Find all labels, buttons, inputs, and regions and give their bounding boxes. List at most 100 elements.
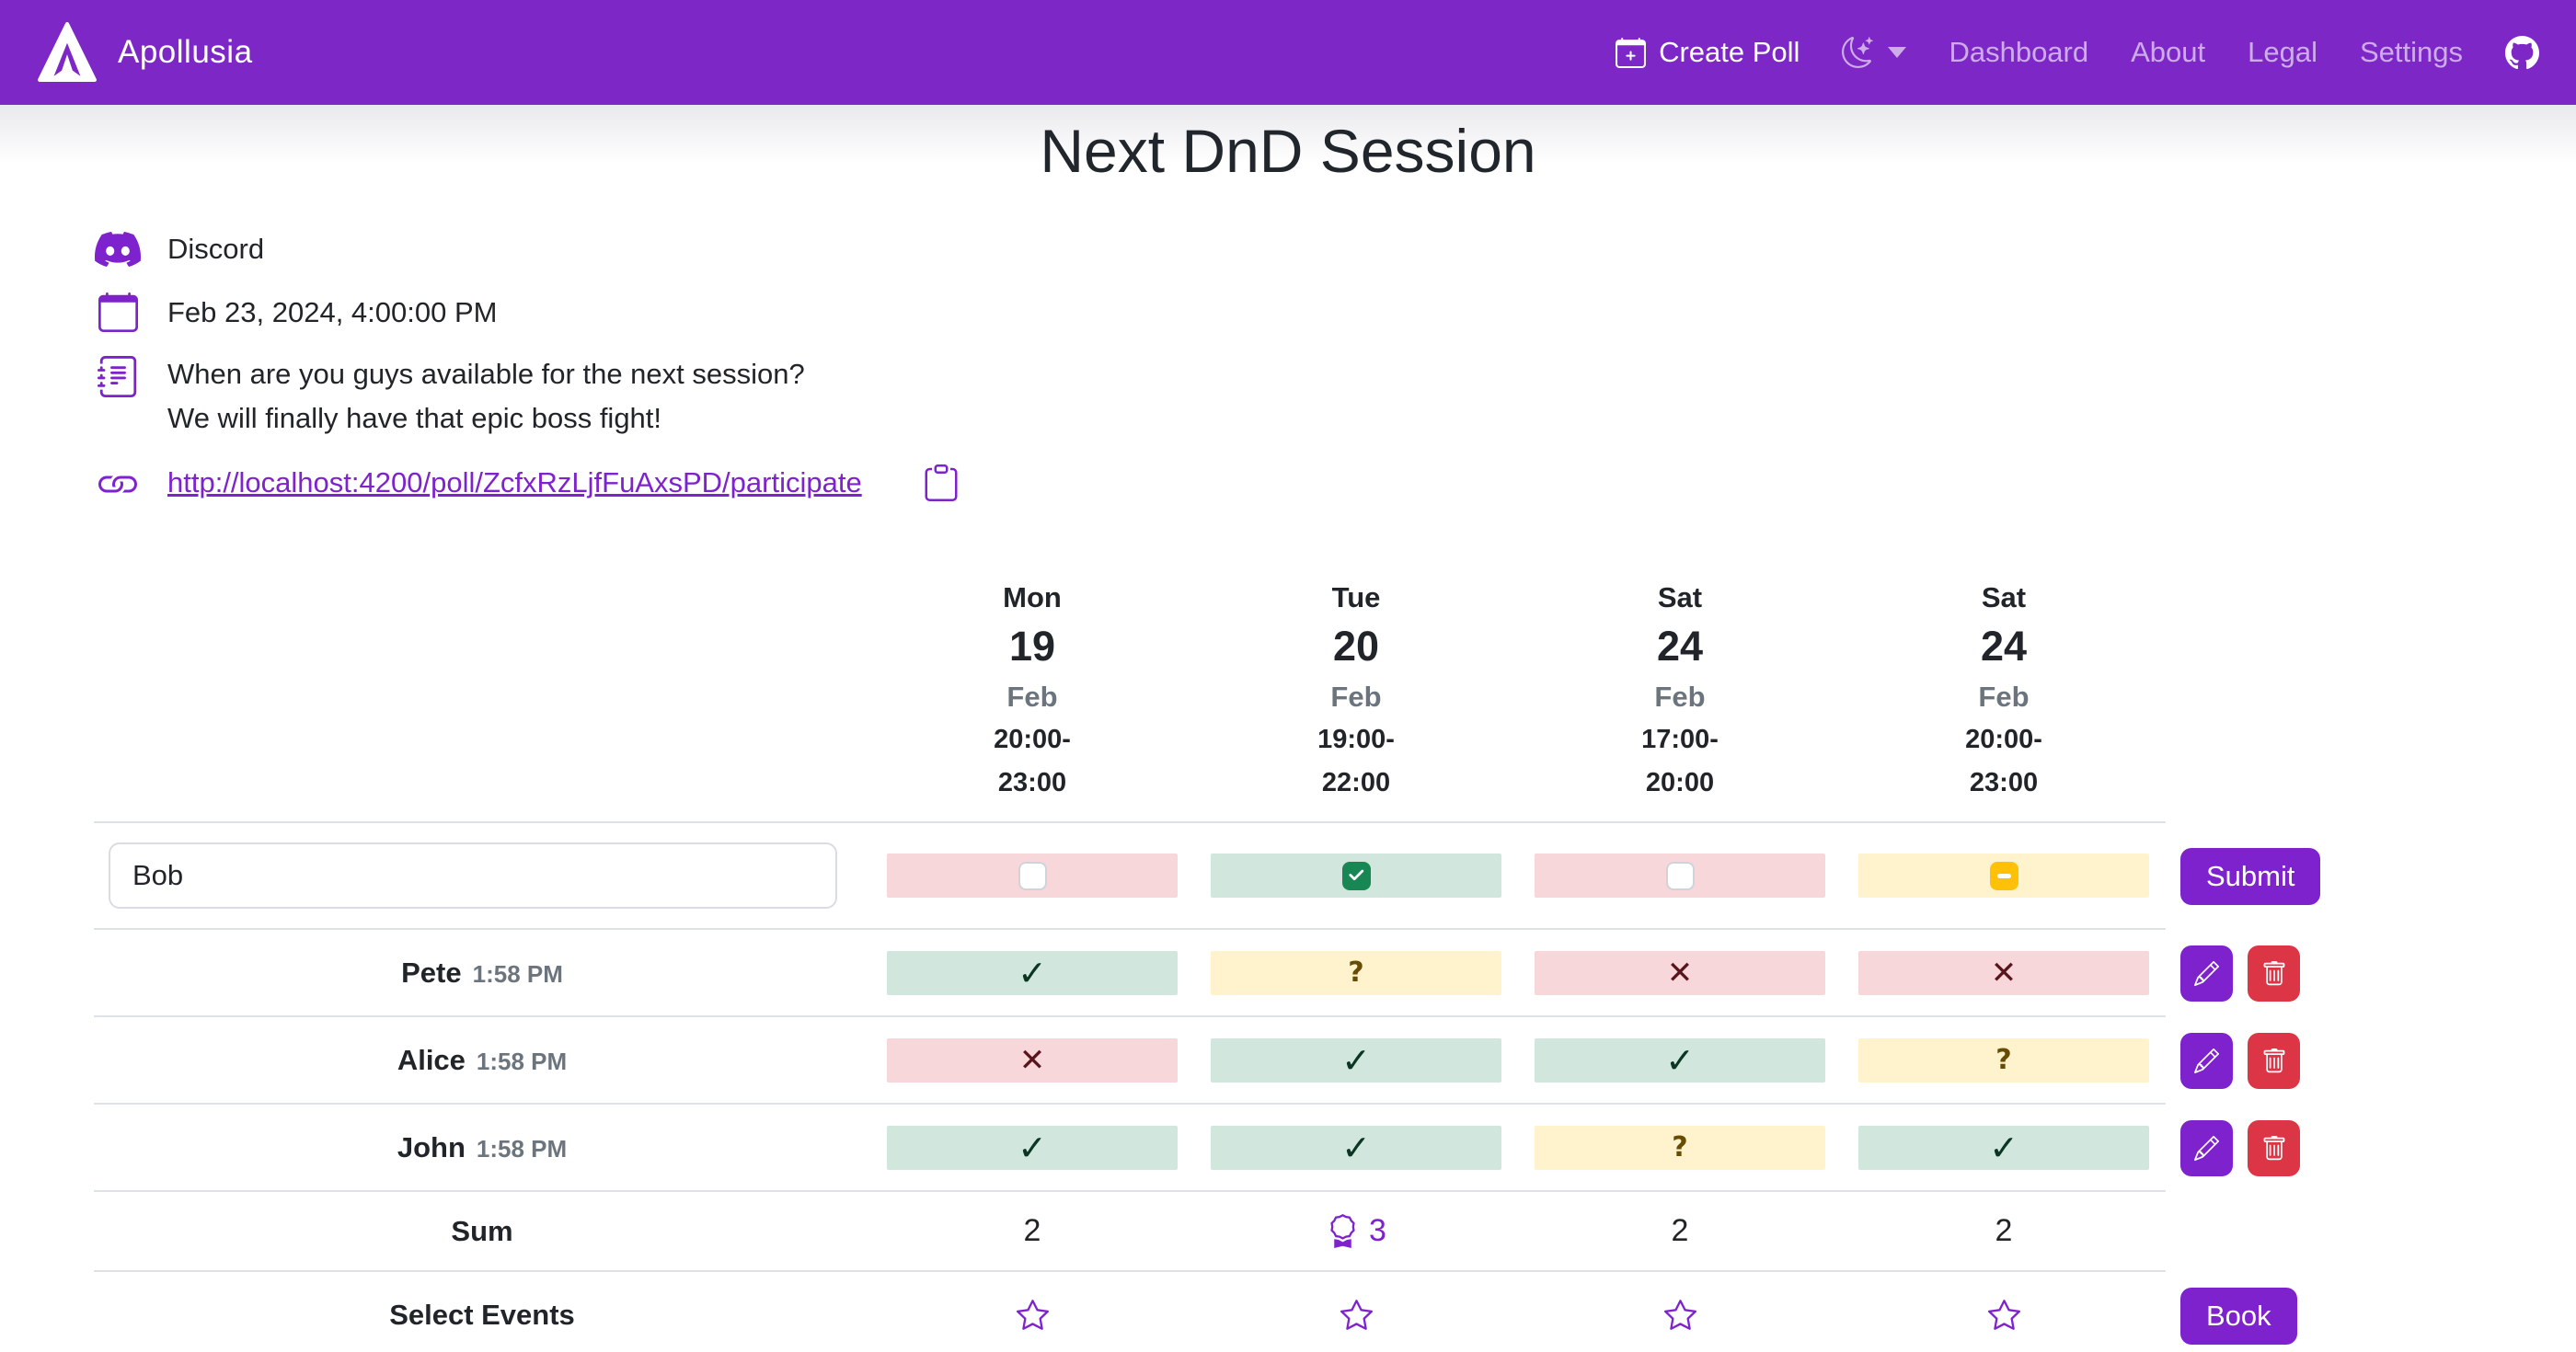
date-header-row: Mon 19 Feb 20:00- 23:00 Tue 20 Feb 19:00- 22:00 Sa… — [94, 558, 2576, 823]
vote-glyph-maybe: ? — [1348, 957, 1364, 989]
nav-dashboard[interactable]: Dashboard — [1949, 36, 2089, 68]
vote-glyph-yes: ✓ — [1341, 1039, 1371, 1081]
nav-legal[interactable]: Legal — [2248, 36, 2317, 68]
participant-row: Alice 1:58 PM ✕ ✓ ✓? — [94, 1017, 2576, 1105]
nav-about[interactable]: About — [2131, 36, 2206, 68]
apollusia-logo-icon — [37, 22, 98, 83]
select-event-star-button[interactable] — [1987, 1299, 2020, 1331]
header-date: 20 — [1332, 623, 1380, 670]
availability-checkbox[interactable] — [1665, 861, 1695, 890]
availability-checkbox[interactable] — [1341, 861, 1371, 890]
header-time-start: 17:00- — [1641, 725, 1719, 754]
header-date: 24 — [1980, 623, 2028, 670]
vote-cell: ✕ — [1858, 950, 2149, 995]
vote-glyph-yes: ✓ — [1665, 1039, 1695, 1081]
star-icon — [1340, 1299, 1373, 1331]
delete-participant-button[interactable] — [2248, 1120, 2300, 1176]
sum-label: Sum — [451, 1214, 513, 1247]
delete-participant-button[interactable] — [2248, 1033, 2300, 1089]
participant-name-cell: John 1:58 PM — [94, 1131, 870, 1164]
participant-rows: Pete 1:58 PM ✓? ✕ ✕ Alice 1:58 PM ✕ ✓ ✓? John 1:58 … — [94, 930, 2576, 1192]
header-month: Feb — [1654, 681, 1706, 713]
poll-table: Mon 19 Feb 20:00- 23:00 Tue 20 Feb 19:00- 22:00 Sa… — [94, 558, 2576, 1352]
edit-participant-button[interactable] — [2180, 1033, 2233, 1089]
copy-link-button[interactable] — [923, 464, 960, 501]
sum-value: 2 — [1995, 1213, 2013, 1248]
location-row: Discord — [94, 226, 2576, 272]
availability-checkbox[interactable] — [1989, 861, 2018, 890]
calendar-plus-icon — [1616, 37, 1647, 68]
pencil-icon — [2194, 961, 2219, 986]
star-icon — [1987, 1299, 2020, 1331]
participant-row: Pete 1:58 PM ✓? ✕ ✕ — [94, 930, 2576, 1017]
create-poll-label: Create Poll — [1659, 36, 1800, 68]
header-day: Sat — [1981, 581, 2027, 613]
nav-settings[interactable]: Settings — [2359, 36, 2463, 68]
select-event-star-button[interactable] — [1340, 1299, 1373, 1331]
deadline-row: Feb 23, 2024, 4:00:00 PM — [94, 292, 2576, 332]
brand[interactable]: Apollusia — [37, 22, 253, 83]
create-poll-button[interactable]: Create Poll — [1616, 36, 1800, 69]
availability-cell — [1535, 854, 1825, 898]
participant-name-cell: Alice 1:58 PM — [94, 1044, 870, 1077]
vote-cell: ✓ — [887, 950, 1178, 995]
header-time-end: 22:00 — [1321, 768, 1391, 797]
participant-vote-time: 1:58 PM — [476, 1134, 568, 1163]
vote-cell: ? — [1535, 1125, 1825, 1170]
participant-name-cell: Pete 1:58 PM — [94, 957, 870, 990]
edit-participant-button[interactable] — [2180, 945, 2233, 1002]
select-event-star-button[interactable] — [1663, 1299, 1696, 1331]
header-time-start: 20:00- — [994, 725, 1071, 754]
new-participant-row: Submit — [94, 823, 2576, 930]
book-button[interactable]: Book — [2180, 1287, 2297, 1345]
github-link[interactable] — [2505, 35, 2539, 70]
select-events-row: Select Events Book — [94, 1272, 2576, 1352]
submit-button[interactable]: Submit — [2180, 848, 2321, 905]
description-line-2: We will finally have that epic boss figh… — [167, 402, 662, 434]
header-time-start: 19:00- — [1317, 725, 1395, 754]
page-title: Next DnD Session — [1040, 117, 1536, 185]
sum-value: 3 — [1369, 1213, 1386, 1248]
date-columns: Mon 19 Feb 20:00- 23:00 Tue 20 Feb 19:00- 22:00 Sa… — [870, 579, 2166, 805]
availability-cell — [1211, 854, 1501, 898]
header-month: Feb — [1006, 681, 1058, 713]
vote-cells: ✕ ✓ ✓? — [870, 1037, 2166, 1083]
vote-glyph-yes: ✓ — [1989, 1127, 2018, 1168]
date-column-header: Mon 19 Feb 20:00- 23:00 — [994, 579, 1071, 805]
header-day: Sat — [1657, 581, 1703, 613]
theme-toggle[interactable] — [1842, 37, 1907, 68]
vote-cell: ✕ — [887, 1037, 1178, 1083]
pencil-icon — [2194, 1136, 2219, 1161]
participant-name: Alice — [397, 1043, 466, 1076]
navbar-shadow — [0, 105, 2576, 164]
header-time-end: 23:00 — [997, 768, 1067, 797]
journal-text-icon — [94, 356, 142, 397]
header-time-start: 20:00- — [1965, 725, 2042, 754]
sum-cell: 2 — [1024, 1213, 1041, 1249]
vote-cell: ✓ — [1858, 1125, 2149, 1170]
header-date: 19 — [1008, 623, 1056, 670]
trash-icon — [2261, 1048, 2287, 1074]
vote-glyph-yes: ✓ — [1018, 1127, 1047, 1168]
vote-cell: ✕ — [1535, 950, 1825, 995]
delete-participant-button[interactable] — [2248, 945, 2300, 1002]
header-day: Mon — [1003, 581, 1062, 613]
calendar-icon — [94, 292, 142, 332]
participant-name-input[interactable] — [109, 842, 837, 909]
date-column-header: Sat 24 Feb 20:00- 23:00 — [1965, 579, 2042, 805]
sum-cell: 3 — [1326, 1213, 1386, 1249]
select-event-star-button[interactable] — [1016, 1299, 1049, 1331]
vote-glyph-no: ✕ — [1666, 954, 1694, 991]
edit-participant-button[interactable] — [2180, 1120, 2233, 1176]
vote-glyph-maybe: ? — [1672, 1131, 1688, 1163]
participant-vote-time: 1:58 PM — [472, 959, 563, 988]
header-time-end: 23:00 — [1969, 768, 2039, 797]
availability-cell — [887, 854, 1178, 898]
vote-cells: ✓ ✓? ✓ — [870, 1125, 2166, 1170]
checkbox-dash — [1996, 873, 2011, 878]
availability-checkbox[interactable] — [1018, 861, 1047, 890]
vote-cell: ✓ — [1211, 1037, 1501, 1083]
description-row: When are you guys available for the next… — [94, 352, 2576, 441]
participant-name: Pete — [401, 956, 462, 989]
participate-link[interactable]: http://localhost:4200/poll/ZcfxRzLjfFuAx… — [167, 466, 862, 498]
